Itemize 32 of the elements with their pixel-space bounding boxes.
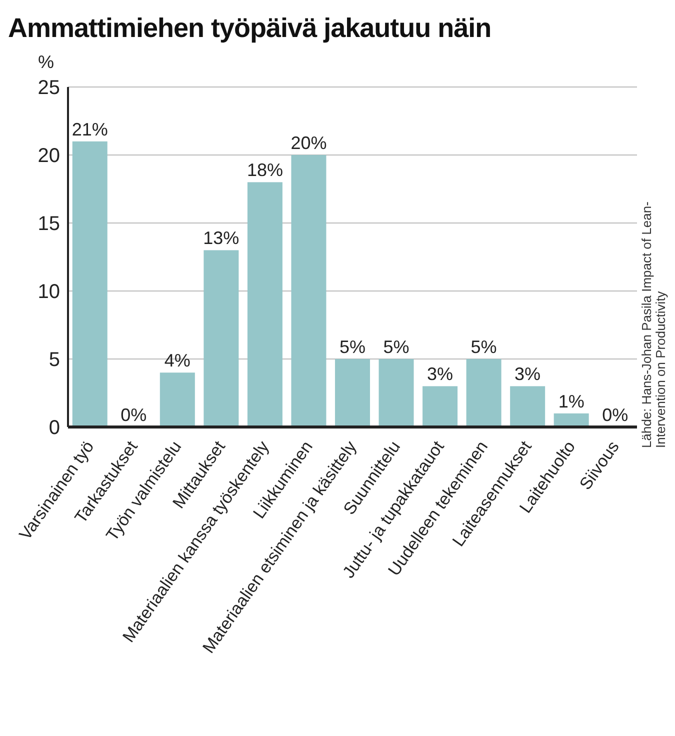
data-label: 13% xyxy=(203,228,240,248)
bar xyxy=(334,359,370,427)
y-axis-title: % xyxy=(38,52,54,73)
bar xyxy=(72,141,108,427)
y-tick-label: 20 xyxy=(38,145,60,168)
data-label: 20% xyxy=(290,133,327,153)
data-label: 1% xyxy=(558,391,584,412)
data-label: 5% xyxy=(383,337,410,357)
data-label: 3% xyxy=(427,364,454,384)
bar xyxy=(510,386,546,427)
y-tick-label: 15 xyxy=(38,213,60,236)
data-label: 18% xyxy=(246,160,283,180)
y-tick-label: 10 xyxy=(38,281,60,304)
y-tick-label: 5 xyxy=(48,349,60,372)
bar xyxy=(378,359,414,427)
data-label: 21% xyxy=(72,119,108,140)
text: Lähde: Hans-Johan Pasila Impact of Lean-Intervention on Productivity xyxy=(639,200,669,448)
bar xyxy=(247,182,282,427)
data-label: 0% xyxy=(120,405,147,425)
bar xyxy=(422,386,458,427)
bar xyxy=(160,372,195,427)
y-tick-label: 0 xyxy=(48,417,60,440)
y-tick-label: 25 xyxy=(38,77,60,100)
data-label: 0% xyxy=(602,405,628,425)
bar xyxy=(291,155,326,427)
bar xyxy=(204,250,239,427)
data-label: 3% xyxy=(514,364,541,384)
data-label: 5% xyxy=(339,337,366,357)
chart-title: Ammattimiehen työpäivä jakautuu näin xyxy=(8,12,492,45)
data-label: 4% xyxy=(164,350,190,371)
bar xyxy=(466,359,502,427)
data-label: 5% xyxy=(470,337,497,357)
